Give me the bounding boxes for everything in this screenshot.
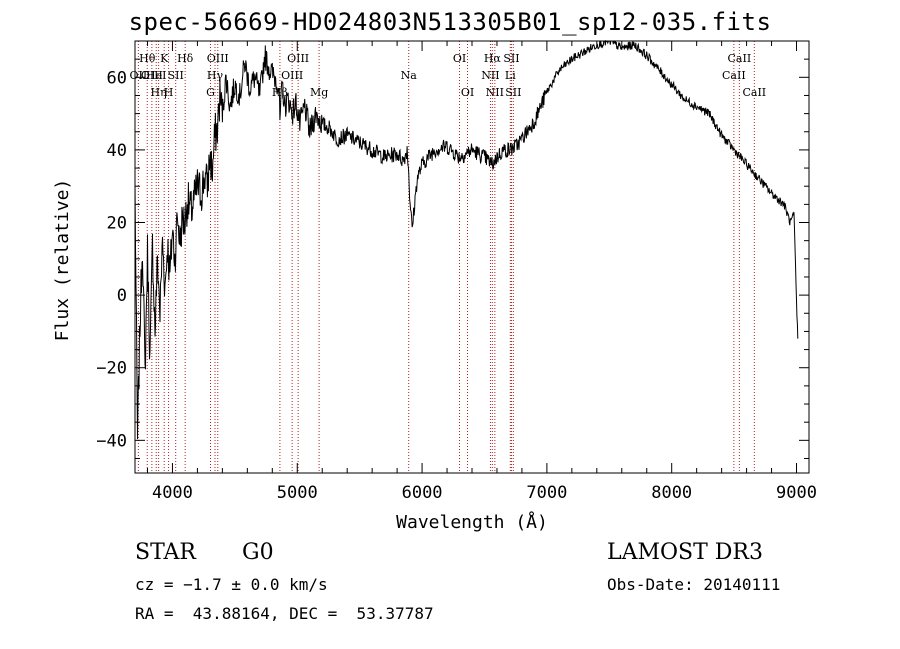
object-subclass: G0: [242, 540, 274, 565]
line-marker-label: Li: [505, 69, 516, 82]
line-marker-label: G: [206, 86, 215, 99]
coordinates-text: RA = 43.88164, DEC = 53.37787: [135, 604, 434, 623]
y-tick-label: 60: [107, 68, 127, 88]
line-marker-label: Hα: [484, 52, 502, 65]
redshift-text: cz = −1.7 ± 0.0 km/s: [135, 575, 328, 594]
x-axis-ticks: 4000 5000 6000 7000 8000 9000: [146, 41, 817, 503]
line-marker-label: OI: [453, 52, 466, 65]
y-tick-label: 0: [117, 286, 127, 306]
line-marker-label: OII: [130, 69, 148, 82]
line-marker-label: OIII: [207, 52, 229, 65]
line-marker-label: OI: [461, 86, 474, 99]
chart-title: spec-56669-HD024803N513305B01_sp12-035.f…: [128, 8, 772, 36]
y-tick-label: −40: [96, 431, 127, 451]
line-marker-label: HeI: [146, 69, 166, 82]
line-marker-label-group: OIIHθOIIIHeIHηKHSIIHδGHγOIIIHβOIIIOIIIMg…: [130, 52, 767, 99]
line-marker-label: H: [164, 86, 174, 99]
line-marker-label: Mg: [310, 86, 328, 99]
line-marker-label: SII: [168, 69, 184, 82]
y-axis-label: Flux (relative): [52, 179, 73, 342]
x-tick-label: 6000: [402, 483, 443, 503]
line-marker-label: OIII: [141, 69, 163, 82]
x-axis-label: Wavelength (Å): [396, 511, 548, 533]
line-marker-label: OIII: [281, 69, 303, 82]
x-tick-label: 7000: [526, 483, 567, 503]
y-tick-label: −20: [96, 359, 127, 379]
line-marker-label: OIII: [287, 52, 309, 65]
x-tick-label: 8000: [651, 483, 692, 503]
line-marker-label: SII: [505, 86, 521, 99]
line-marker-label: NII: [481, 69, 499, 82]
line-marker-label: Hη: [150, 86, 166, 99]
line-marker-label: K: [160, 52, 169, 65]
line-marker-label: Hθ: [139, 52, 156, 65]
line-marker-label: Na: [401, 69, 418, 82]
y-tick-label: 20: [107, 214, 127, 234]
line-marker-label: Hγ: [207, 69, 224, 82]
y-tick-label: 40: [107, 141, 127, 161]
spectrum-line: [134, 39, 799, 440]
line-marker-label: Hδ: [177, 52, 194, 65]
survey-label: LAMOST DR3: [607, 540, 763, 565]
line-marker-label: SII: [503, 52, 519, 65]
x-tick-label: 9000: [776, 483, 817, 503]
plot-frame: [134, 40, 810, 474]
line-marker-label: CaII: [742, 86, 766, 99]
x-tick-label: 5000: [277, 483, 318, 503]
x-tick-label: 4000: [152, 483, 193, 503]
object-class: STAR: [135, 540, 196, 565]
line-marker-label: CaII: [728, 52, 752, 65]
y-axis-ticks: −40 −20 0 20 40 60: [96, 58, 809, 459]
line-marker-label: CaII: [722, 69, 746, 82]
line-marker-label: NII: [486, 86, 504, 99]
obs-date: Obs-Date: 20140111: [607, 575, 781, 594]
